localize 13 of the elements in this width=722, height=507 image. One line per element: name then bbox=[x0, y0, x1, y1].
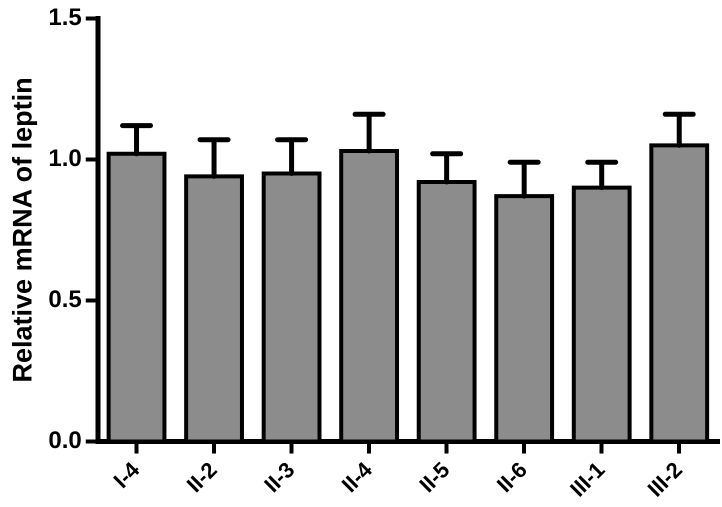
x-tick-label: II-5 bbox=[414, 457, 454, 498]
x-tick-label: III-1 bbox=[565, 457, 610, 502]
x-tick-label: II-6 bbox=[492, 457, 532, 498]
y-axis-title: Relative mRNA of leptin bbox=[8, 77, 38, 382]
x-tick-label: I-4 bbox=[108, 456, 145, 493]
x-tick-label: II-2 bbox=[182, 457, 222, 498]
y-tick-label: 1.0 bbox=[48, 145, 82, 172]
x-tick-label: III-2 bbox=[642, 457, 688, 502]
x-tick-label: II-3 bbox=[259, 457, 300, 498]
x-tick-label: II-4 bbox=[336, 456, 378, 498]
y-tick-label: 1.5 bbox=[48, 4, 82, 32]
y-tick-label: 0.0 bbox=[48, 427, 82, 454]
y-tick-label: 0.5 bbox=[48, 286, 82, 314]
